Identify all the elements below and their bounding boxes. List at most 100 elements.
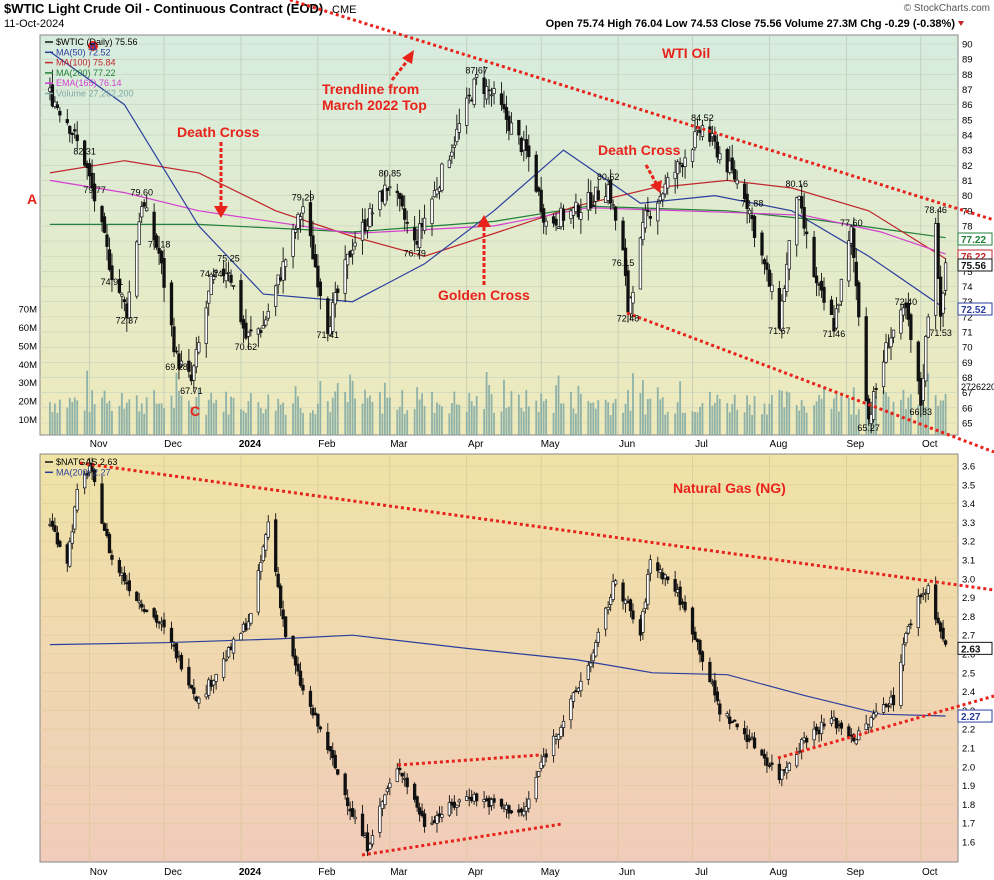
candle-body [274,519,278,573]
volume-bar [336,383,339,435]
candle-body [107,249,112,270]
volume-bar [629,410,632,435]
candle-body [730,720,734,723]
y-tick-label: 83 [962,146,973,157]
candle-body [658,569,662,573]
candle-body [229,274,233,283]
candle-body [904,633,908,644]
candle-body [715,141,719,158]
candle-body [834,717,839,729]
volume-bar [659,399,662,435]
value-tag [957,641,993,655]
volume-bar [708,391,711,435]
volume-bar [277,398,280,435]
candle-body [383,794,387,805]
candle-body [350,808,355,817]
volume-bar [865,399,868,435]
candle-body [447,159,452,168]
ma50-line [49,51,946,310]
candle-body [231,285,236,287]
candle-body [579,680,583,692]
volume-tick-label: 70M [19,305,38,316]
candle-body [648,216,652,219]
volume-bar [838,411,840,435]
candle-body [943,640,948,645]
volume-bar [66,407,69,435]
candle-body [145,207,149,212]
candle-body [398,767,402,771]
volume-bar [768,403,771,435]
candle-body [395,190,399,194]
volume-bar [297,396,299,435]
volume-bar [627,390,629,435]
y-tick-label: 3.5 [962,480,975,491]
chart-header: $WTIC Light Crude Oil - Continuous Contr… [4,1,990,30]
candle-body [70,132,74,135]
candle-body [65,119,69,124]
candle-body [800,196,804,209]
volume-bar [696,412,699,435]
candle-body [795,754,799,767]
candle-body [819,721,824,734]
candle-body [308,202,313,237]
candle-body [226,647,231,658]
candle-body [117,278,122,293]
candle-body [179,654,184,670]
candle-body [678,586,682,606]
price-label: 70.62 [235,342,258,352]
volume-bar [783,407,786,435]
candle-body [869,717,873,728]
candle-body [690,607,695,635]
candle-body [281,609,285,620]
price-label: 80.62 [597,172,620,182]
volume-bar [93,404,96,435]
candle-body [561,720,566,728]
candle-body [365,225,370,231]
volume-bar [473,406,476,435]
candle-body [767,269,772,287]
volume-bar [436,402,438,435]
candle-body [192,365,196,381]
volume-bar [552,412,555,435]
volume-bar [520,407,523,435]
candle-body [780,769,784,780]
candle-body [92,469,97,483]
candle-body [871,713,876,719]
candle-body [140,206,144,218]
volume-bar [743,412,746,435]
candle-body [891,329,896,338]
candle-body [656,562,660,572]
candle-body [770,762,774,765]
candle-body [522,810,526,816]
volume-bar [388,397,391,435]
volume-bar [944,393,947,435]
volume-bar [314,414,317,435]
candle-body [92,183,97,202]
candle-body [279,585,283,609]
volume-bar [227,414,230,435]
candle-body [489,94,494,97]
candle-body [586,665,590,680]
candle-body [333,292,337,305]
candle-body [174,350,179,353]
value-tag [957,232,993,246]
candle-body [718,153,722,161]
legend-entry: $WTIC (Daily) 75.56 [56,37,138,47]
volume-bar [240,409,242,435]
candle-body [611,581,615,600]
candle-body [499,798,504,807]
volume-bar [835,393,838,435]
x-tick-label: Feb [318,439,336,450]
volume-bar [475,395,478,435]
volume-bar [795,405,798,435]
volume-bar [120,392,123,435]
candle-body [212,680,216,686]
candle-body [752,737,757,749]
candle-body [812,236,816,278]
volume-bar [210,392,213,435]
candle-body [249,613,253,624]
candle-body [643,210,648,229]
value-tag-text: 75.56 [961,261,986,272]
candle-body [762,259,767,265]
volume-bar [823,388,825,435]
